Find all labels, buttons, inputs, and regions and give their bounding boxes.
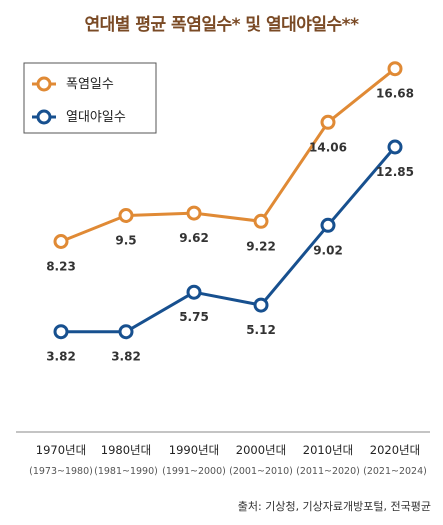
x-tick-sublabel-3: (2001~2010) (229, 466, 293, 477)
point-heatwave-2 (186, 205, 202, 221)
point-heatwave-0 (53, 234, 69, 249)
data-label-tropical-5: 12.85 (376, 165, 414, 179)
data-label-heatwave-2: 9.62 (179, 231, 209, 245)
x-tick-sublabel-4: (2011~2020) (296, 466, 360, 477)
x-tick-label-3: 2000년대 (236, 443, 286, 457)
data-label-heatwave-3: 9.22 (246, 239, 276, 253)
point-tropical-3 (253, 297, 269, 313)
legend-label-heatwave: 폭염일수 (66, 77, 114, 92)
x-tick-label-1: 1980년대 (101, 443, 151, 457)
x-tick-label-4: 2010년대 (303, 443, 353, 457)
x-tick-sublabel-5: (2021~2024) (363, 466, 427, 477)
source-note: 출처: 기상청, 기상자료개방포털, 전국평균 (237, 500, 431, 513)
series-line-tropical (61, 146, 397, 334)
series-line-heatwave (60, 67, 396, 243)
data-label-heatwave-4: 14.06 (309, 140, 347, 154)
point-tropical-1 (118, 324, 134, 340)
point-heatwave-3 (253, 213, 269, 229)
data-label-heatwave-1: 9.5 (115, 234, 136, 248)
legend-marker-tropical (36, 109, 52, 125)
data-label-tropical-0: 3.82 (46, 350, 76, 364)
plot-area: 8.23 9.5 9.62 9.22 14.06 16.68 3.82 3.82 5.75 5.1… (46, 61, 414, 364)
data-label-tropical-1: 3.82 (111, 350, 141, 364)
point-heatwave-1 (118, 208, 134, 223)
point-tropical-5 (387, 139, 403, 155)
legend-marker-heatwave (36, 76, 52, 92)
x-tick-label-0: 1970년대 (36, 443, 86, 457)
data-label-tropical-4: 9.02 (313, 243, 343, 257)
point-tropical-4 (320, 217, 336, 233)
point-tropical-2 (186, 284, 202, 300)
point-tropical-0 (53, 324, 69, 340)
x-tick-label-2: 1990년대 (169, 443, 219, 457)
x-tick-label-5: 2020년대 (370, 443, 420, 457)
point-heatwave-5 (387, 61, 403, 77)
point-heatwave-4 (320, 114, 336, 130)
x-tick-sublabel-2: (1991~2000) (162, 466, 226, 477)
x-tick-sublabel-1: (1981~1990) (94, 466, 158, 477)
legend: 폭염일수 열대야일수 (23, 62, 157, 134)
legend-label-tropical: 열대야일수 (66, 110, 126, 125)
x-tick-sublabel-0: (1973~1980) (29, 466, 93, 477)
data-label-heatwave-0: 8.23 (46, 260, 76, 274)
x-axis: 1970년대 (1973~1980) 1980년대 (1981~1990) 1990년대… (29, 443, 427, 477)
data-label-heatwave-5: 16.68 (376, 87, 414, 101)
data-label-tropical-2: 5.75 (179, 310, 209, 324)
data-label-tropical-3: 5.12 (246, 323, 276, 337)
chart-title: 연대별 평균 폭염일수* 및 열대야일수** (84, 15, 359, 35)
